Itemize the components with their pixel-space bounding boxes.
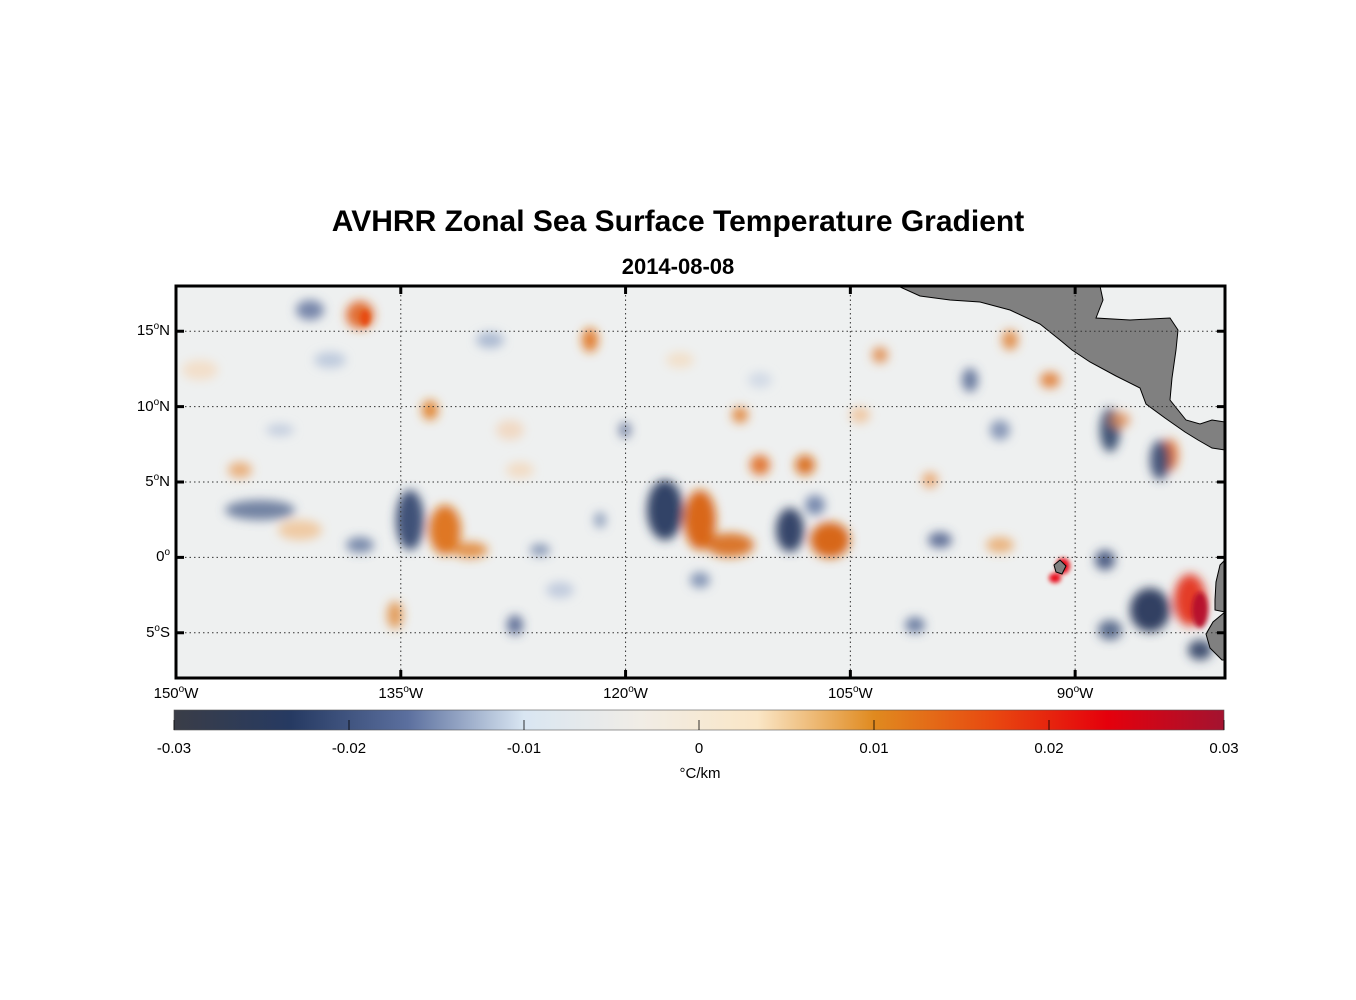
colorbar-ticks [173, 720, 1225, 730]
lat-tick-label: 10oN [136, 396, 170, 415]
colorbar-tick-label: -0.02 [331, 740, 367, 757]
colorbar-unit-label: °C/km [679, 765, 721, 782]
lat-tick-label: 0o [156, 547, 170, 566]
lon-tick-label: 120oW [603, 684, 648, 702]
central-america-land [897, 286, 1225, 661]
colorbar-tick-label: 0.01 [859, 740, 889, 757]
lon-tick-label: 150oW [153, 684, 199, 702]
lat-tick-label: 15oN [136, 321, 170, 340]
lat-tick-label: 5oS [146, 622, 170, 641]
lon-tick-label: 135oW [378, 684, 424, 702]
colorbar-tick-label: 0 [694, 740, 704, 757]
colorbar-tick-label: -0.03 [156, 740, 192, 757]
map-subtitle: 2014-08-08 [621, 254, 735, 279]
lon-tick-label: 90oW [1056, 684, 1094, 702]
map-graticule [176, 286, 1225, 678]
colorbar-tick-label: 0.03 [1209, 740, 1239, 757]
colorbar-tick-label: 0.02 [1034, 740, 1064, 757]
map-title: AVHRR Zonal Sea Surface Temperature Grad… [331, 205, 1025, 238]
colorbar-tick-label: -0.01 [506, 740, 542, 757]
lon-tick-label: 105oW [827, 684, 873, 702]
map-frame-ticks [174, 286, 1225, 678]
gradient-field [182, 300, 1212, 660]
lat-tick-label: 5oN [145, 472, 170, 490]
